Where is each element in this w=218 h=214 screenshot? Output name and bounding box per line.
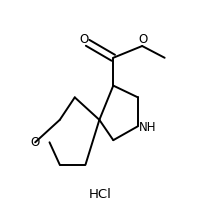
Text: NH: NH	[139, 121, 156, 134]
Text: O: O	[138, 33, 147, 46]
Text: O: O	[80, 33, 89, 46]
Text: HCl: HCl	[89, 188, 112, 201]
Text: O: O	[31, 136, 40, 149]
